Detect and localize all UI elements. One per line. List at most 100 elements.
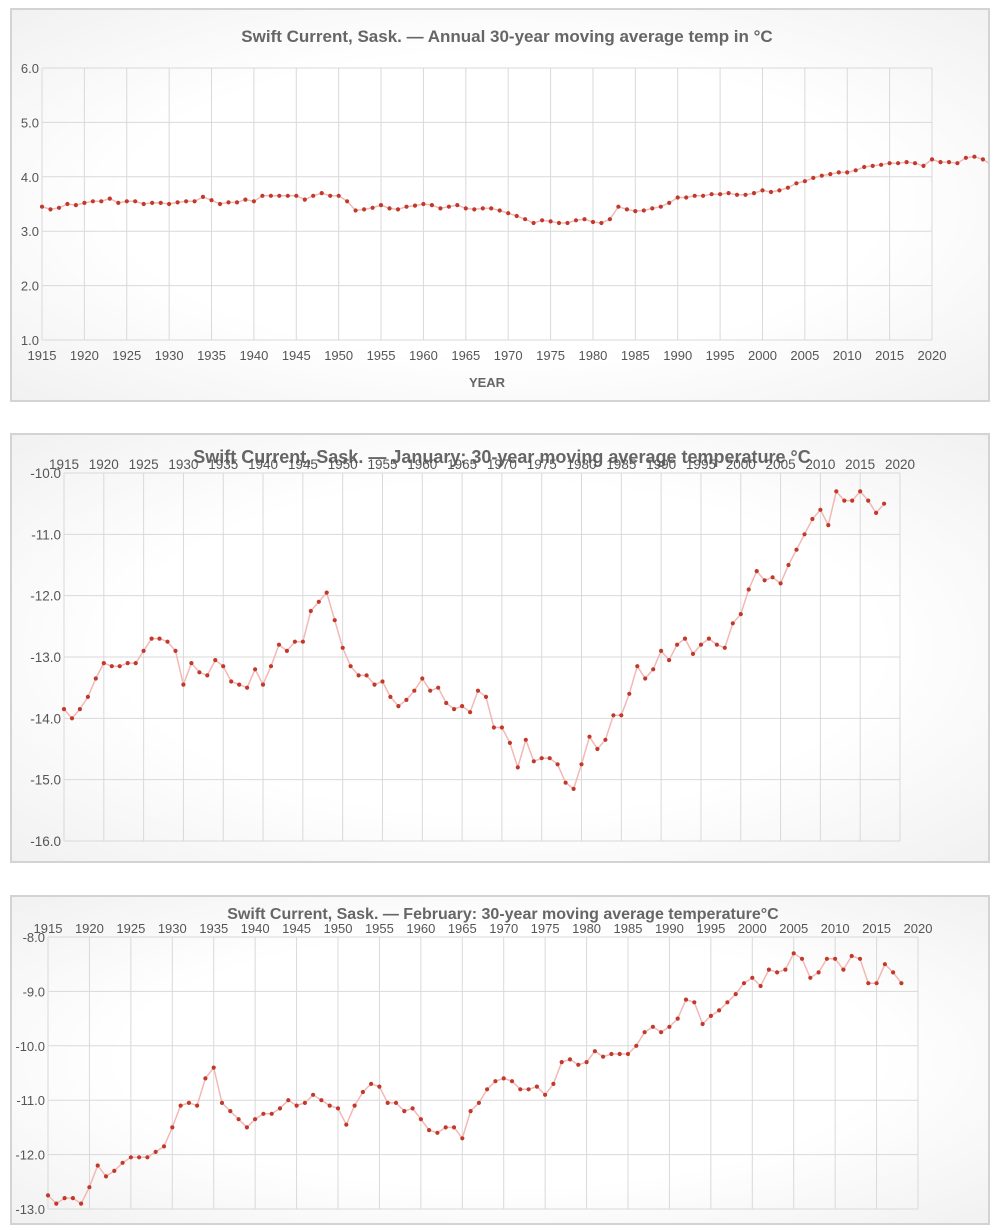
data-point [87, 1185, 92, 1190]
data-point [345, 199, 350, 204]
data-point [438, 206, 443, 211]
x-tick-label: 1995 [706, 348, 735, 363]
y-tick-label: 6.0 [21, 61, 39, 76]
data-point [853, 168, 858, 173]
data-point [192, 199, 197, 204]
data-point [69, 716, 75, 721]
january-temperature-chart: Swift Current, Sask. — January: 30-year … [30, 447, 915, 849]
y-tick-label: 2.0 [21, 279, 39, 294]
x-tick-label: 2020 [918, 348, 947, 363]
y-tick-label: -8.0 [23, 930, 45, 945]
data-point [90, 199, 95, 204]
data-point [619, 713, 624, 718]
data-point [514, 213, 519, 219]
x-tick-label: 1940 [248, 457, 278, 472]
data-point [120, 1160, 125, 1165]
data-point [158, 200, 163, 205]
data-point [117, 664, 122, 669]
data-point [302, 1100, 307, 1105]
data-point [311, 193, 316, 198]
data-point [635, 664, 640, 669]
y-tick-label: -9.0 [23, 984, 45, 999]
data-point [427, 1128, 432, 1133]
data-point [203, 1076, 208, 1081]
data-point [659, 1030, 664, 1035]
data-point [284, 648, 289, 653]
data-point [493, 1079, 498, 1084]
data-point [518, 1087, 523, 1092]
data-point [841, 967, 846, 972]
x-tick-label: 1955 [367, 348, 396, 363]
data-point [150, 200, 155, 205]
x-tick-label: 1930 [155, 348, 184, 363]
data-point [700, 1021, 705, 1027]
data-point [590, 219, 596, 225]
x-tick-label: 2000 [726, 457, 756, 472]
x-tick-label: 2010 [805, 457, 835, 472]
data-point [531, 759, 536, 764]
x-tick-label: 1915 [49, 457, 79, 472]
data-point [173, 648, 178, 653]
data-point [810, 516, 815, 522]
data-point [327, 1103, 332, 1108]
y-tick-label: -13.0 [30, 650, 61, 665]
data-point [751, 191, 757, 196]
x-tick-label: 1955 [365, 921, 394, 936]
x-tick-label: 1975 [536, 348, 565, 363]
x-tick-label: 1965 [448, 921, 477, 936]
data-point [451, 1125, 457, 1130]
data-point [548, 219, 553, 224]
x-tick-label: 2005 [766, 457, 796, 472]
data-point [698, 642, 704, 647]
data-point [412, 688, 417, 693]
data-point [79, 1201, 84, 1206]
data-point [783, 967, 788, 972]
data-point [455, 203, 460, 208]
data-point [650, 1024, 656, 1029]
data-point [48, 207, 53, 212]
data-point [236, 1117, 241, 1122]
data-point [836, 170, 841, 175]
x-tick-label: 1985 [614, 921, 643, 936]
data-point [794, 547, 799, 552]
x-tick-label: 1935 [199, 921, 228, 936]
data-point [617, 1051, 622, 1057]
x-tick-label: 1935 [197, 348, 226, 363]
data-point [245, 685, 250, 690]
y-tick-label: -15.0 [30, 773, 61, 788]
data-point [785, 185, 791, 190]
data-point [294, 193, 299, 198]
data-point [834, 489, 839, 494]
y-tick-label: -13.0 [15, 1202, 45, 1217]
x-tick-label: 1930 [168, 457, 198, 472]
data-point [799, 956, 805, 961]
data-point [335, 1106, 341, 1111]
data-point [616, 204, 621, 209]
data-point [61, 707, 67, 712]
data-point [125, 661, 130, 666]
x-tick-label: 1940 [241, 921, 270, 936]
data-point [429, 203, 434, 208]
data-point [762, 578, 767, 583]
data-point [356, 673, 361, 678]
data-point [167, 201, 172, 207]
data-point [475, 688, 481, 693]
x-tick-label: 2000 [748, 348, 777, 363]
data-point [128, 1155, 133, 1160]
data-point [675, 195, 680, 200]
data-point [328, 193, 333, 198]
x-tick-label: 1915 [28, 348, 57, 363]
data-point [428, 688, 433, 693]
data-point [476, 1100, 481, 1105]
data-point [929, 157, 935, 162]
data-point [103, 1174, 109, 1179]
data-point [308, 608, 313, 614]
data-point [899, 981, 904, 986]
data-point [791, 951, 796, 956]
data-point [643, 676, 648, 681]
data-point [200, 194, 206, 199]
data-point [718, 192, 723, 197]
data-point [197, 670, 202, 675]
data-point [738, 612, 743, 617]
data-point [534, 1084, 540, 1089]
